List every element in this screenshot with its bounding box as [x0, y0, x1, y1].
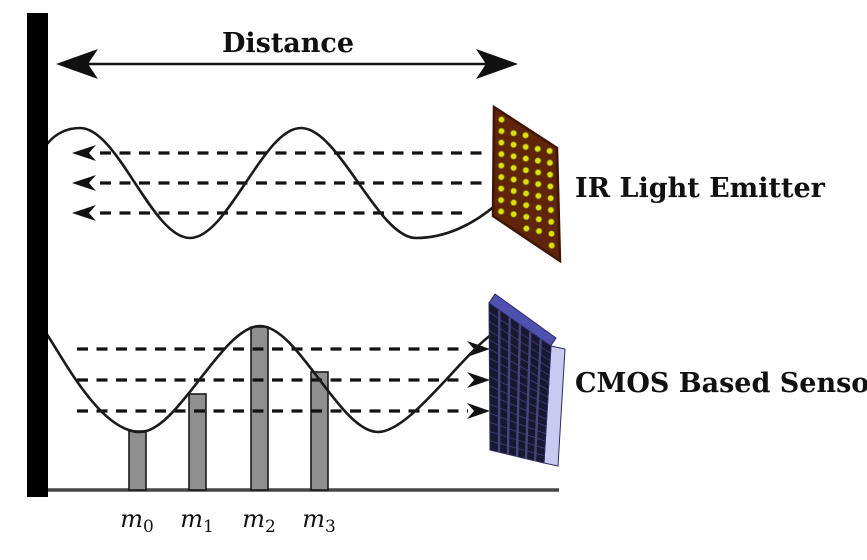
sensor-stripe-icon	[488, 321, 551, 361]
sensor-stripe-icon	[488, 330, 550, 369]
sensor-stripe-icon	[489, 366, 549, 398]
led-dot-icon	[534, 168, 542, 176]
led-dot-icon	[522, 155, 530, 163]
arrowhead-right-icon	[467, 403, 490, 419]
led-dot-icon	[546, 182, 554, 190]
sensor-stripe-icon	[489, 412, 546, 435]
sensor-stripe-icon	[489, 339, 550, 376]
distance-arrow	[56, 49, 518, 79]
arrowhead-left-icon	[72, 205, 96, 221]
led-dot-icon	[522, 143, 530, 151]
ir-emitter-led-array	[497, 116, 556, 249]
led-dot-icon	[546, 171, 554, 179]
led-dot-icon	[547, 218, 555, 226]
sample-label-m1: m1	[180, 505, 214, 537]
sensor-stripe-icon	[489, 376, 548, 405]
sensor-stripe-icon	[489, 422, 546, 442]
led-dot-icon	[534, 145, 542, 153]
sample-label-m2: m2	[242, 505, 276, 537]
led-dot-icon	[548, 241, 556, 249]
cmos-sensor-label: CMOS Based Sensor	[575, 368, 867, 399]
sensor-stripe-icon	[489, 357, 549, 391]
led-dot-icon	[522, 166, 530, 174]
cmos-sensor-pixel-columns	[488, 310, 551, 461]
led-dot-icon	[497, 207, 505, 215]
led-dot-icon	[522, 201, 530, 209]
distance-label: Distance	[222, 28, 354, 59]
led-dot-icon	[535, 215, 543, 223]
led-dot-icon	[497, 196, 505, 204]
sensor-stripe-icon	[489, 440, 545, 457]
led-dot-icon	[510, 141, 518, 149]
target-wall	[27, 13, 48, 497]
led-dot-icon	[510, 199, 518, 207]
sensor-stripe-icon	[489, 431, 546, 449]
sample-label-m3: m3	[302, 505, 336, 537]
sensor-stripe-icon	[489, 394, 547, 420]
led-dot-icon	[510, 164, 518, 172]
led-dot-icon	[510, 152, 518, 160]
led-dot-icon	[546, 147, 554, 155]
led-dot-icon	[497, 139, 505, 147]
led-dot-icon	[534, 180, 542, 188]
led-dot-icon	[535, 227, 543, 235]
sample-bar-m1	[188, 393, 207, 491]
led-dot-icon	[497, 162, 505, 170]
sample-bar-m2	[250, 326, 269, 491]
ir-emitter-label: IR Light Emitter	[575, 173, 826, 204]
reflected-light-arrows	[77, 341, 490, 419]
led-dot-icon	[497, 173, 505, 181]
arrowhead-left-icon	[72, 175, 96, 191]
sample-bar-m3	[310, 371, 329, 491]
led-dot-icon	[510, 210, 518, 218]
reflected-wave	[44, 324, 502, 434]
led-dot-icon	[522, 131, 530, 139]
arrowhead-right-icon	[467, 372, 490, 388]
sample-labels: m0 m1 m2 m3	[120, 505, 336, 537]
cmos-sensor	[488, 293, 566, 467]
led-dot-icon	[522, 224, 530, 232]
arrowhead-right-icon	[476, 49, 518, 79]
arrowhead-left-icon	[72, 145, 96, 161]
sample-bar-m0	[128, 430, 147, 491]
led-dot-icon	[535, 204, 543, 212]
led-dot-icon	[497, 116, 505, 124]
sensor-stripe-icon	[489, 348, 549, 383]
led-dot-icon	[510, 175, 518, 183]
ir-emitter	[491, 104, 562, 264]
led-dot-icon	[497, 127, 505, 135]
led-dot-icon	[548, 230, 556, 238]
sensor-stripe-icon	[488, 311, 551, 354]
sample-label-m0: m0	[120, 505, 154, 537]
led-dot-icon	[522, 178, 530, 186]
sensor-stripe-icon	[489, 403, 547, 427]
led-dot-icon	[497, 150, 505, 158]
sensor-stripe-icon	[489, 385, 548, 413]
led-dot-icon	[534, 192, 542, 200]
led-dot-icon	[547, 206, 555, 214]
led-dot-icon	[497, 185, 505, 193]
led-dot-icon	[510, 129, 518, 137]
led-dot-icon	[546, 159, 554, 167]
led-dot-icon	[534, 157, 542, 165]
sample-bars	[128, 326, 329, 491]
led-dot-icon	[522, 189, 530, 197]
led-dot-icon	[522, 213, 530, 221]
emitted-wave	[46, 126, 499, 240]
led-dot-icon	[547, 194, 555, 202]
led-dot-icon	[510, 187, 518, 195]
arrowhead-left-icon	[56, 49, 98, 79]
emitted-light-arrows	[72, 145, 486, 221]
